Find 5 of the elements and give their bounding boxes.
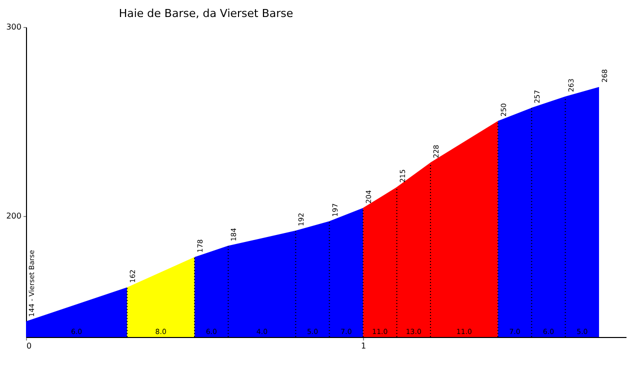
chart-title: Haie de Barse, da Vierset Barse	[118, 7, 294, 20]
y-tick-label: 200	[6, 212, 22, 221]
y-tick-label: 300	[6, 22, 22, 32]
x-tick-label: 0	[26, 342, 32, 350]
x-tick-label: 1	[361, 342, 366, 350]
